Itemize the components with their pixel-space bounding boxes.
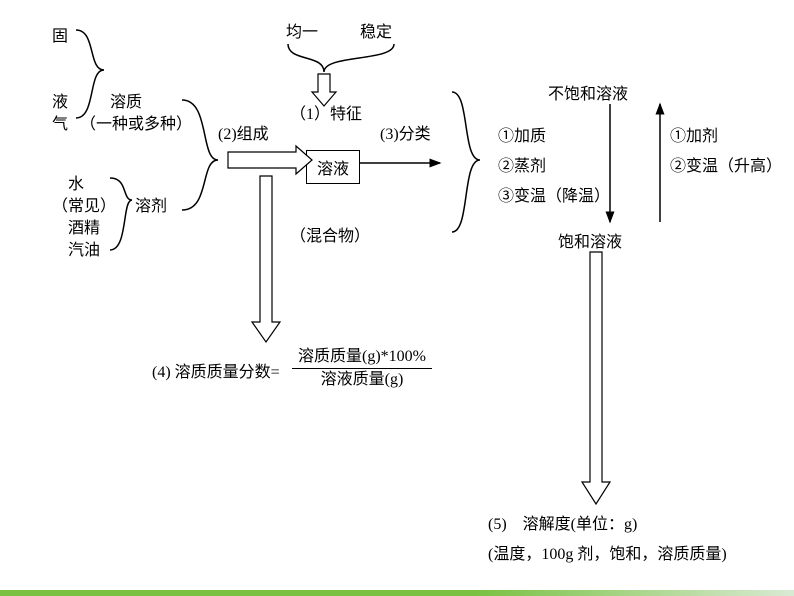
mixture-label: （混合物） [290, 222, 370, 246]
solubility-line1: (5) 溶解度(单位：g) [488, 510, 637, 534]
solvent-label: 溶剂 [135, 192, 167, 216]
accent-bar [0, 590, 794, 596]
solubility-line2: (温度，100g 剂，饱和，溶质质量) [488, 540, 727, 564]
solvent-water: 水 [68, 170, 84, 194]
formula-prefix: (4) 溶质质量分数= [152, 358, 280, 382]
formula-denominator: 溶液质量(g) [292, 365, 432, 389]
label-2-zucheng: (2)组成 [218, 120, 269, 144]
unsaturated-label: 不饱和溶液 [548, 80, 628, 104]
down-3: ③变温（降温） [498, 182, 610, 206]
saturated-label: 饱和溶液 [558, 228, 622, 252]
solvent-common: （常见） [52, 192, 116, 216]
solution-box: 溶液 [306, 150, 360, 184]
solute-label: 溶质 [110, 88, 142, 112]
solvent-gasoline: 汽油 [68, 236, 100, 260]
up-1: ①加剂 [670, 122, 718, 146]
state-liquid: 液 [52, 88, 68, 112]
feature-stable: 稳定 [360, 18, 392, 42]
solute-note: （一种或多种） [80, 110, 192, 134]
solvent-alcohol: 酒精 [68, 214, 100, 238]
state-solid: 固 [52, 22, 68, 46]
state-gas: 气 [52, 110, 68, 134]
down-2: ②蒸剂 [498, 152, 546, 176]
down-1: ①加质 [498, 122, 546, 146]
label-3-fenlei: (3)分类 [380, 120, 431, 144]
label-1-tezheng: （1）特征 [290, 100, 362, 124]
up-2: ②变温（升高） [670, 152, 782, 176]
feature-uniform: 均一 [286, 18, 318, 42]
